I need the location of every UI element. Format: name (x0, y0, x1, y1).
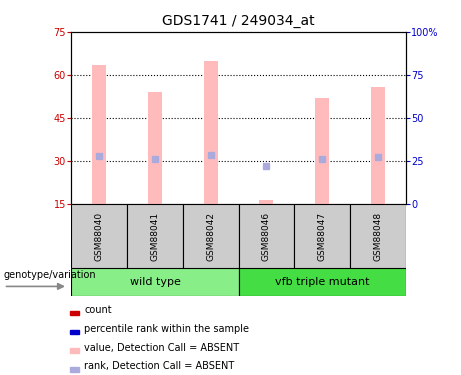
Bar (70, 348, 79, 353)
Text: genotype/variation: genotype/variation (4, 270, 96, 280)
Bar (204, 61, 218, 204)
Bar (71, 204, 127, 268)
Text: GSM88047: GSM88047 (318, 211, 327, 261)
Bar (92, 65, 106, 204)
Text: GSM88046: GSM88046 (262, 211, 271, 261)
Text: GSM88041: GSM88041 (150, 211, 160, 261)
Bar (70, 330, 79, 334)
Bar (238, 268, 406, 296)
Bar (148, 92, 162, 204)
Text: value, Detection Call = ABSENT: value, Detection Call = ABSENT (84, 343, 239, 352)
Text: wild type: wild type (130, 277, 180, 287)
Bar (183, 204, 238, 268)
Bar (127, 204, 183, 268)
Bar (71, 268, 239, 296)
Bar (315, 98, 329, 204)
Text: rank, Detection Call = ABSENT: rank, Detection Call = ABSENT (84, 362, 235, 371)
Text: count: count (84, 305, 112, 315)
Title: GDS1741 / 249034_at: GDS1741 / 249034_at (162, 14, 315, 28)
Bar (371, 87, 385, 204)
Text: percentile rank within the sample: percentile rank within the sample (84, 324, 249, 334)
Text: GSM88040: GSM88040 (95, 211, 104, 261)
Bar (350, 204, 406, 268)
Text: vfb triple mutant: vfb triple mutant (275, 277, 369, 287)
Bar (70, 311, 79, 315)
Bar (260, 200, 273, 204)
Bar (294, 204, 350, 268)
Bar (238, 204, 294, 268)
Text: GSM88048: GSM88048 (373, 211, 382, 261)
Bar (70, 367, 79, 372)
Text: GSM88042: GSM88042 (206, 212, 215, 261)
